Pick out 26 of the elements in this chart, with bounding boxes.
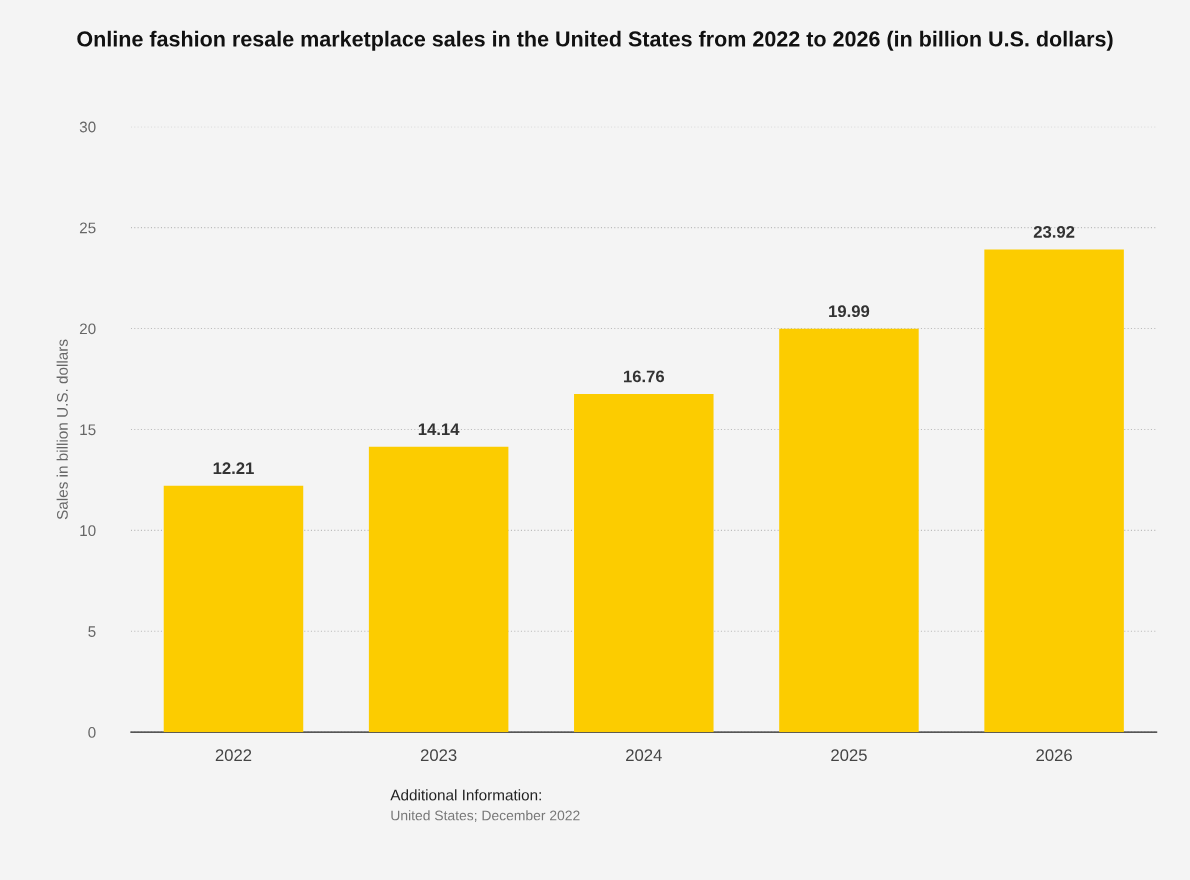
bar bbox=[984, 249, 1124, 733]
x-tick-label: 2024 bbox=[626, 749, 662, 762]
bar bbox=[574, 393, 714, 733]
bar bbox=[368, 446, 509, 733]
y-axis-title: Sales in billion U.S. dollars bbox=[56, 339, 68, 520]
x-tick-label: 2026 bbox=[1036, 749, 1072, 762]
data-label: 16.76 bbox=[623, 370, 665, 383]
bar bbox=[779, 328, 919, 733]
text: Additional Information: bbox=[390, 789, 541, 801]
x-tick-label: 2022 bbox=[215, 749, 252, 762]
data-label: 19.99 bbox=[829, 305, 870, 318]
bar bbox=[163, 485, 304, 733]
data-label: 14.14 bbox=[418, 423, 460, 435]
data-label: 23.92 bbox=[1033, 225, 1075, 238]
x-tick-label: 2025 bbox=[831, 749, 867, 762]
data-label: 12.21 bbox=[213, 462, 254, 474]
x-tick-label: 2023 bbox=[420, 749, 457, 762]
text: United States; December 2022 bbox=[391, 810, 580, 823]
y-tick-label: 15 bbox=[80, 424, 96, 436]
y-tick-label: 25 bbox=[79, 222, 96, 234]
chart-title: Online fashion resale marketplace sales in the United States from 2022 to 2026 (in billion U.S. dollars) bbox=[77, 30, 1113, 51]
y-tick-label: 0 bbox=[88, 727, 96, 738]
y-tick-label: 5 bbox=[88, 626, 96, 637]
y-tick-label: 20 bbox=[79, 323, 96, 335]
y-tick-label: 10 bbox=[80, 525, 96, 537]
y-tick-label: 30 bbox=[79, 121, 96, 133]
